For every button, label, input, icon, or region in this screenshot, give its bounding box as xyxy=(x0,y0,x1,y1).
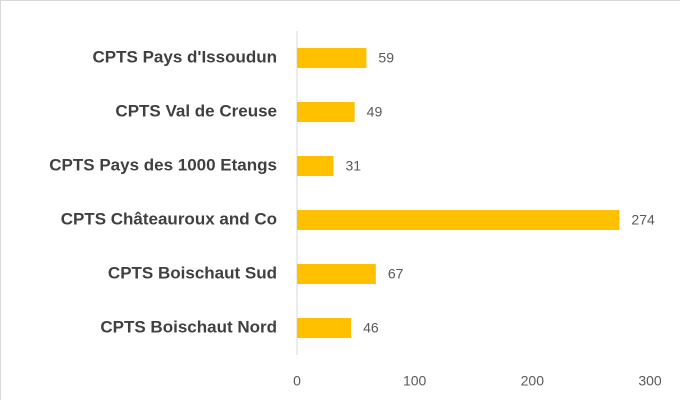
bar xyxy=(297,102,355,122)
value-label: 31 xyxy=(345,158,361,174)
bar xyxy=(297,264,376,284)
x-tick-label: 200 xyxy=(521,373,545,389)
x-tick-label: 300 xyxy=(638,373,662,389)
x-tick-label: 0 xyxy=(293,373,301,389)
value-label: 49 xyxy=(367,104,383,120)
x-tick-label: 100 xyxy=(403,373,427,389)
bar xyxy=(297,318,352,338)
y-tick-label: CPTS Val de Creuse xyxy=(115,101,277,120)
value-label: 59 xyxy=(378,50,394,66)
y-tick-label: CPTS Châteauroux and Co xyxy=(61,209,277,228)
bar xyxy=(297,156,334,176)
bar xyxy=(297,210,620,230)
value-label: 67 xyxy=(388,266,404,282)
value-label: 46 xyxy=(363,320,379,336)
bar xyxy=(297,48,367,68)
value-label: 274 xyxy=(631,212,655,228)
y-tick-label: CPTS Pays des 1000 Etangs xyxy=(49,155,277,174)
y-tick-label: CPTS Boischaut Nord xyxy=(100,317,277,336)
y-tick-label: CPTS Boischaut Sud xyxy=(108,263,277,282)
y-tick-label: CPTS Pays d'Issoudun xyxy=(93,47,277,66)
